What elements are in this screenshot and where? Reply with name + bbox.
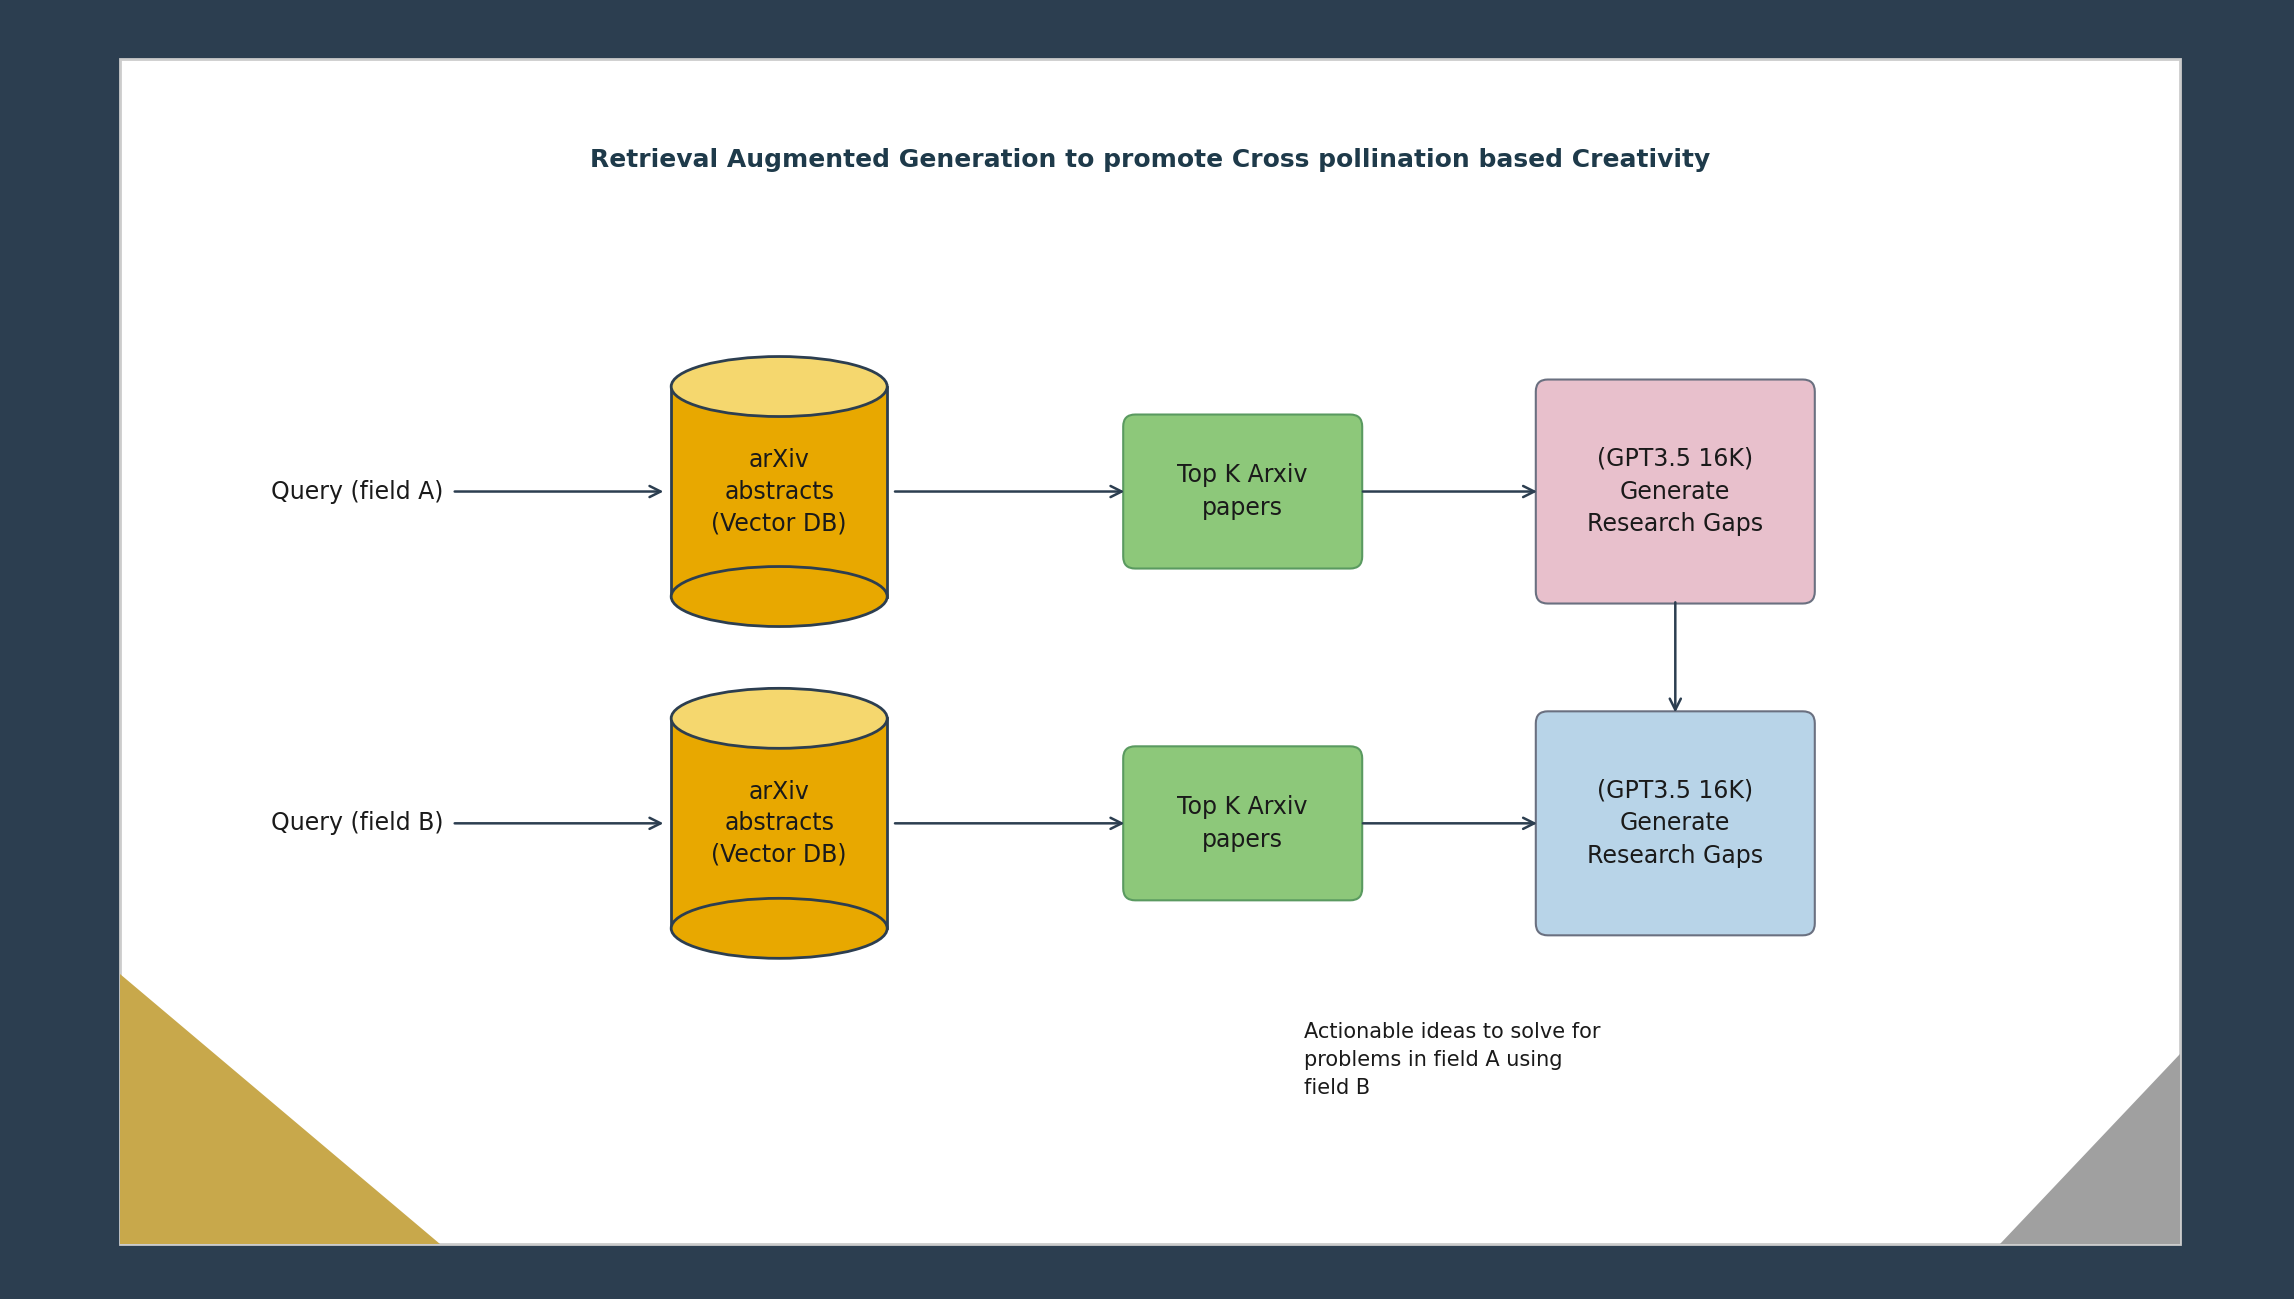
Text: Query (field A): Query (field A) xyxy=(271,479,443,504)
Text: arXiv
abstracts
(Vector DB): arXiv abstracts (Vector DB) xyxy=(711,779,846,866)
Ellipse shape xyxy=(672,688,888,748)
Ellipse shape xyxy=(672,356,888,417)
FancyBboxPatch shape xyxy=(1124,747,1363,900)
FancyBboxPatch shape xyxy=(1124,414,1363,569)
FancyBboxPatch shape xyxy=(1535,379,1815,604)
Polygon shape xyxy=(119,974,440,1244)
FancyBboxPatch shape xyxy=(672,387,888,596)
Text: (GPT3.5 16K)
Generate
Research Gaps: (GPT3.5 16K) Generate Research Gaps xyxy=(1587,779,1764,868)
Text: Top K Arxiv
papers: Top K Arxiv papers xyxy=(1177,795,1308,852)
FancyBboxPatch shape xyxy=(672,718,888,929)
Text: (GPT3.5 16K)
Generate
Research Gaps: (GPT3.5 16K) Generate Research Gaps xyxy=(1587,447,1764,536)
FancyBboxPatch shape xyxy=(119,58,2179,1244)
Text: Actionable ideas to solve for
problems in field A using
field B: Actionable ideas to solve for problems i… xyxy=(1305,1022,1601,1099)
Text: Top K Arxiv
papers: Top K Arxiv papers xyxy=(1177,464,1308,520)
Text: Retrieval Augmented Generation to promote Cross pollination based Creativity: Retrieval Augmented Generation to promot… xyxy=(590,148,1709,171)
FancyBboxPatch shape xyxy=(1535,712,1815,935)
Ellipse shape xyxy=(672,566,888,626)
Polygon shape xyxy=(2000,1053,2179,1244)
Ellipse shape xyxy=(672,899,888,959)
Text: Query (field B): Query (field B) xyxy=(271,812,443,835)
Text: arXiv
abstracts
(Vector DB): arXiv abstracts (Vector DB) xyxy=(711,448,846,535)
